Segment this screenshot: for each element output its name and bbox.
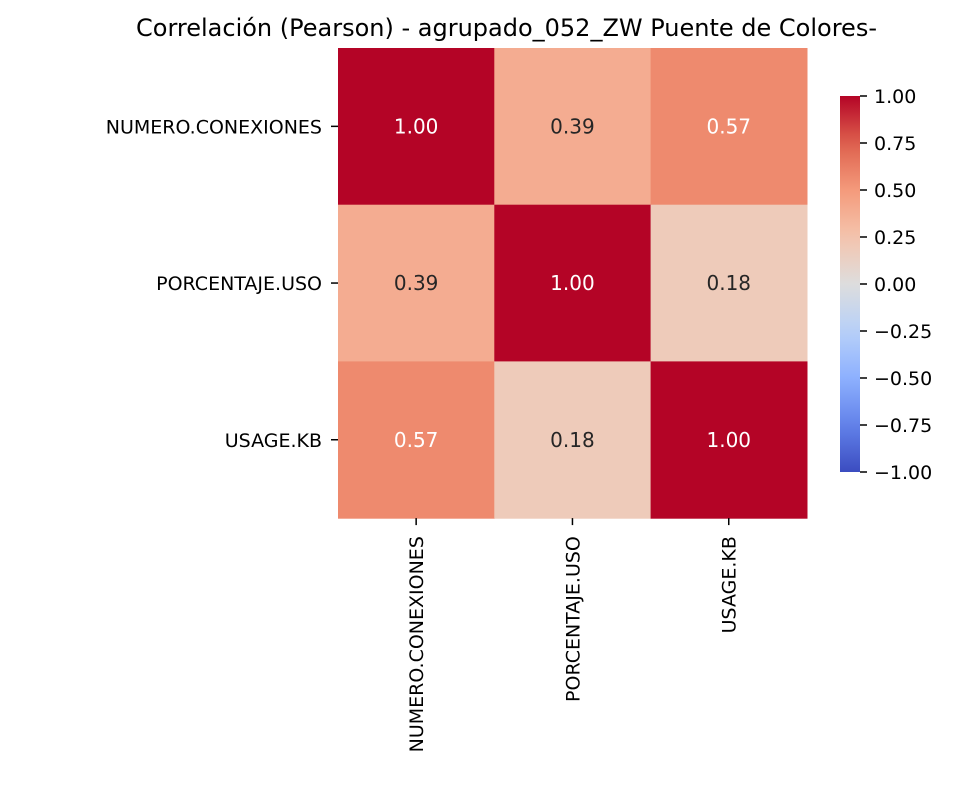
heatmap-cell [650,361,808,519]
cell-value-label: 0.18 [706,271,751,295]
heatmap-cell [494,204,652,362]
cell-value-label: 0.57 [706,114,751,138]
colorbar-gradient [840,96,860,472]
heatmap-cell [338,204,495,362]
heatmap-cell [338,361,495,519]
colorbar-tick-label: −0.75 [874,415,932,437]
colorbar-tick-label: −0.25 [874,321,932,343]
heatmap-cell [494,48,652,206]
row-tick-labels: NUMERO.CONEXIONES PORCENTAJE.USO USAGE.KB [106,116,338,452]
colorbar-tick-label: 0.50 [874,180,916,202]
cell-value-label: 1.00 [706,428,751,452]
chart-title: Correlación (Pearson) - agrupado_052_ZW … [136,14,877,42]
colorbar-tick-label: −1.00 [874,462,932,484]
cell-value-label: 1.00 [550,271,595,295]
colorbar-tick-label: 0.25 [874,227,916,249]
cell-value-label: 1.00 [394,114,439,138]
column-tick-label: USAGE.KB [719,536,741,633]
cell-value-label: 0.18 [550,428,595,452]
cell-value-label: 0.57 [394,428,439,452]
colorbar-tick-label: 1.00 [874,86,916,108]
heatmap-cell [650,48,808,206]
row-tick-label: USAGE.KB [225,430,322,452]
heatmap-cells: 1.00 0.39 0.57 0.39 1.00 0.18 0.57 0.18 1.00 [338,48,808,519]
colorbar-tick-label: 0.00 [874,274,916,296]
colorbar: 1.00 0.75 0.50 0.25 0.00 −0.25 −0.50 −0.75 −1.00 [840,86,932,484]
cell-value-label: 0.39 [550,114,595,138]
row-tick-label: PORCENTAJE.USO [156,273,322,295]
colorbar-tick-label: −0.50 [874,368,932,390]
column-tick-label: NUMERO.CONEXIONES [406,536,428,752]
heatmap-cell [650,204,808,362]
heatmap-cell [338,48,495,206]
row-tick-label: NUMERO.CONEXIONES [106,116,322,138]
column-tick-label: PORCENTAJE.USO [562,536,584,702]
column-tick-labels: NUMERO.CONEXIONES PORCENTAJE.USO USAGE.KB [406,518,741,752]
heatmap-cell [494,361,652,519]
cell-value-label: 0.39 [394,271,439,295]
colorbar-tick-label: 0.75 [874,133,916,155]
